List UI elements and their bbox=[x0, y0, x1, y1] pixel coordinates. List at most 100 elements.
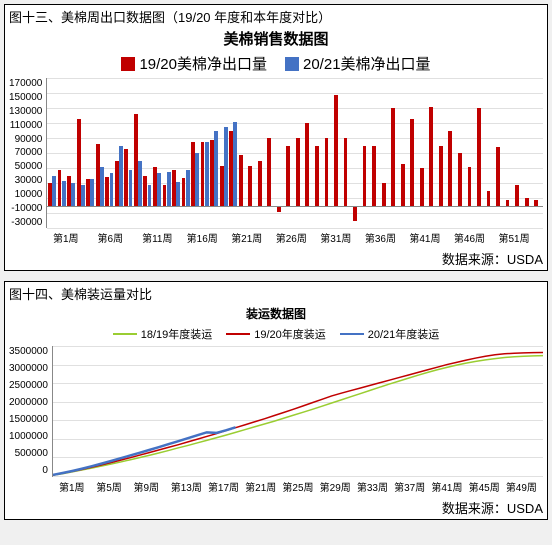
x-tick-label: 第21周 bbox=[245, 479, 282, 494]
x-tick-label: 第31周 bbox=[320, 230, 365, 245]
x-tick-label: 第46周 bbox=[454, 230, 499, 245]
bar-2021 bbox=[148, 185, 152, 205]
bar-1920 bbox=[267, 138, 271, 206]
bar-1920 bbox=[334, 95, 338, 206]
bar-1920 bbox=[315, 146, 319, 206]
y-tick-label: -10000 bbox=[11, 203, 42, 214]
bar-1920 bbox=[286, 146, 290, 206]
figure-14-caption: 图十四、美棉装运量对比 bbox=[9, 284, 543, 303]
bar-2021 bbox=[186, 170, 190, 206]
bar-2021 bbox=[119, 146, 123, 206]
x-tick-label: 第13周 bbox=[171, 479, 208, 494]
legend-item-1920: 19/20美棉净出口量 bbox=[121, 53, 267, 74]
y-tick-label: 10000 bbox=[15, 189, 43, 200]
y-tick-label: 1500000 bbox=[9, 414, 48, 425]
bar-1920 bbox=[296, 138, 300, 206]
x-tick-label: 第6周 bbox=[98, 230, 143, 245]
bar-1920 bbox=[487, 191, 491, 206]
x-tick-label: 第9周 bbox=[133, 479, 170, 494]
line-2021 bbox=[53, 427, 236, 475]
chart-2-source: 数据来源：USDA bbox=[9, 498, 543, 517]
y-tick-label: 70000 bbox=[15, 147, 43, 158]
bar-1920 bbox=[401, 164, 405, 205]
chart-1-legend: 19/20美棉净出口量 20/21美棉净出口量 bbox=[9, 53, 543, 74]
bar-1920 bbox=[258, 161, 262, 206]
y-tick-label: 500000 bbox=[15, 448, 48, 459]
bar-1920 bbox=[458, 153, 462, 206]
bar-2021 bbox=[205, 142, 209, 206]
x-tick-label: 第29周 bbox=[320, 479, 357, 494]
x-tick-label: 第37周 bbox=[394, 479, 431, 494]
figure-13: 图十三、美棉周出口数据图（19/20 年度和本年度对比） 美棉销售数据图 19/… bbox=[4, 4, 548, 271]
chart-1-plot-area: 1700001500001300001100009000070000500003… bbox=[9, 78, 543, 228]
bar-2021 bbox=[129, 170, 133, 206]
chart-1-plot bbox=[46, 78, 543, 228]
x-tick-label: 第33周 bbox=[357, 479, 394, 494]
x-tick-label: 第25周 bbox=[282, 479, 319, 494]
legend-swatch-1819 bbox=[113, 333, 137, 335]
y-tick-label: 110000 bbox=[10, 120, 43, 131]
y-tick-label: 50000 bbox=[15, 161, 43, 172]
legend-label-1819: 18/19年度装运 bbox=[141, 326, 213, 342]
legend-label-1920: 19/20美棉净出口量 bbox=[139, 53, 267, 74]
x-tick-label: 第11周 bbox=[142, 230, 187, 245]
bar-1920 bbox=[410, 119, 414, 205]
bar-1920 bbox=[344, 138, 348, 206]
y-tick-label: 150000 bbox=[9, 92, 42, 103]
bar-2021 bbox=[81, 185, 85, 206]
chart-2-y-axis: 3500000300000025000002000000150000010000… bbox=[9, 346, 52, 476]
x-tick-label: 第45周 bbox=[469, 479, 506, 494]
legend-label-2021: 20/21美棉净出口量 bbox=[303, 53, 431, 74]
x-tick-label: 第5周 bbox=[96, 479, 133, 494]
bar-1920 bbox=[305, 123, 309, 206]
bar-2021 bbox=[157, 173, 161, 205]
bar-2021 bbox=[138, 161, 142, 206]
bar-2021 bbox=[71, 183, 75, 206]
x-tick-label: 第49周 bbox=[506, 479, 543, 494]
x-tick-label: 第26周 bbox=[276, 230, 321, 245]
y-tick-label: 1000000 bbox=[9, 431, 48, 442]
legend-item-1920b: 19/20年度装运 bbox=[226, 326, 326, 342]
legend-swatch-2021 bbox=[285, 57, 299, 71]
legend-swatch-2021b bbox=[340, 333, 364, 335]
bar-1920 bbox=[248, 166, 252, 206]
bar-1920 bbox=[468, 167, 472, 206]
chart-2-plot-area: 3500000300000025000002000000150000010000… bbox=[9, 346, 543, 477]
chart-1-x-axis: 第1周第6周第11周第16周第21周第26周第31周第36周第41周第46周第5… bbox=[53, 230, 543, 245]
y-tick-label: -30000 bbox=[11, 217, 42, 228]
bar-2021 bbox=[214, 131, 218, 206]
chart-2-title: 装运数据图 bbox=[9, 305, 543, 322]
chart-1-title: 美棉销售数据图 bbox=[9, 28, 543, 49]
x-tick-label: 第1周 bbox=[53, 230, 98, 245]
bar-1920 bbox=[496, 147, 500, 206]
figure-14: 图十四、美棉装运量对比 装运数据图 18/19年度装运 19/20年度装运 20… bbox=[4, 281, 548, 520]
x-tick-label: 第41周 bbox=[431, 479, 468, 494]
legend-swatch-1920b bbox=[226, 333, 250, 335]
y-tick-label: 2500000 bbox=[9, 380, 48, 391]
bar-2021 bbox=[167, 172, 171, 206]
bar-1920 bbox=[439, 146, 443, 206]
bar-2021 bbox=[176, 182, 180, 206]
y-tick-label: 90000 bbox=[15, 134, 43, 145]
x-tick-label: 第41周 bbox=[409, 230, 454, 245]
legend-label-1920b: 19/20年度装运 bbox=[254, 326, 326, 342]
bar-2021 bbox=[224, 127, 228, 206]
bar-1920 bbox=[525, 198, 529, 206]
x-tick-label: 第17周 bbox=[208, 479, 245, 494]
bar-1920 bbox=[363, 146, 367, 206]
y-tick-label: 30000 bbox=[15, 175, 43, 186]
bar-1920 bbox=[429, 107, 433, 206]
chart-1-source: 数据来源：USDA bbox=[9, 249, 543, 268]
chart-2-x-axis: 第1周第5周第9周第13周第17周第21周第25周第29周第33周第37周第41… bbox=[59, 479, 543, 494]
bar-2021 bbox=[52, 176, 56, 206]
bar-1920 bbox=[420, 168, 424, 206]
legend-swatch-1920 bbox=[121, 57, 135, 71]
legend-label-2021b: 20/21年度装运 bbox=[368, 326, 440, 342]
legend-item-1819: 18/19年度装运 bbox=[113, 326, 213, 342]
x-tick-label: 第1周 bbox=[59, 479, 96, 494]
x-tick-label: 第21周 bbox=[231, 230, 276, 245]
bar-2021 bbox=[90, 179, 94, 205]
bar-1920 bbox=[477, 108, 481, 206]
x-tick-label: 第16周 bbox=[187, 230, 232, 245]
chart-1-y-axis: 1700001500001300001100009000070000500003… bbox=[9, 78, 46, 228]
